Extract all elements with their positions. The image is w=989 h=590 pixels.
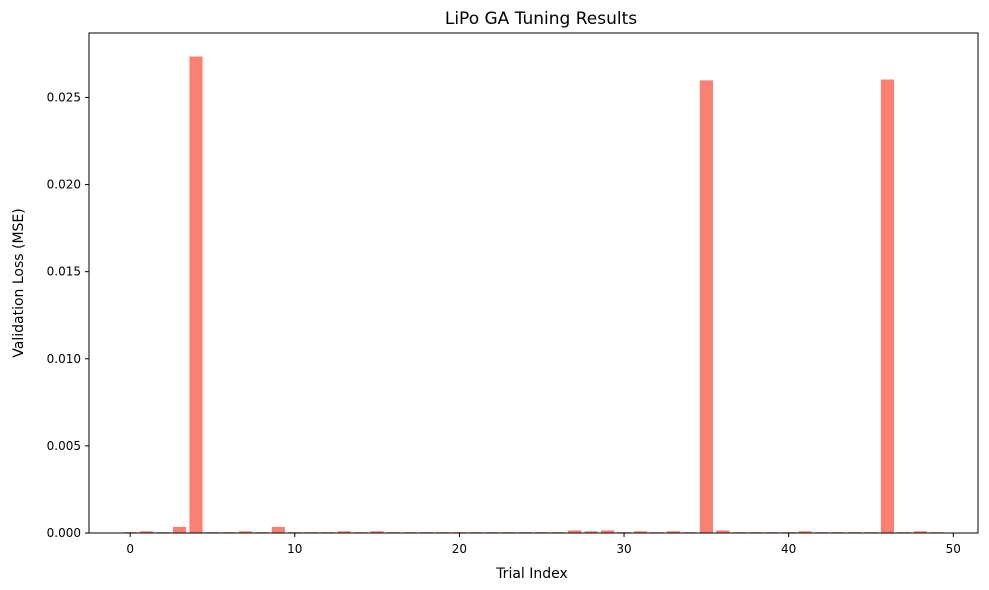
x-tick-label: 30	[616, 542, 631, 556]
bar-trial-36	[716, 530, 730, 533]
bar-trial-27	[568, 530, 582, 533]
bar-trial-33	[666, 531, 681, 533]
y-tick-label: 0.005	[47, 439, 81, 453]
x-axis-ticks: 0 10 20 30 40 50	[126, 533, 961, 556]
y-axis-ticks: 0.000 0.005 0.010 0.015 0.020 0.025	[47, 90, 89, 540]
x-tick-label: 40	[781, 542, 796, 556]
bar-trial-9	[271, 526, 285, 533]
x-tick-label: 20	[452, 542, 467, 556]
bar-trial-7	[238, 531, 252, 533]
bar-trial-13	[337, 531, 351, 533]
y-tick-label: 0.015	[47, 265, 81, 279]
bar-trial-35	[699, 80, 713, 534]
bar-trial-29	[600, 530, 615, 533]
bar-trial-1	[140, 531, 154, 533]
y-tick-label: 0.000	[47, 526, 81, 540]
x-axis-label: Trial Index	[495, 566, 568, 582]
bar-trial-31	[633, 531, 648, 533]
bar-trial-3	[172, 526, 187, 533]
bar-group	[123, 56, 944, 534]
y-tick-label: 0.010	[47, 352, 81, 366]
bar-trial-15	[370, 531, 384, 533]
x-tick-label: 0	[126, 542, 134, 556]
y-tick-label: 0.025	[47, 90, 81, 104]
x-tick-label: 10	[287, 542, 302, 556]
x-tick-label: 50	[946, 542, 961, 556]
bar-trial-46	[880, 79, 895, 533]
bar-trial-28	[584, 531, 598, 533]
bar-trial-48	[913, 531, 927, 533]
y-tick-label: 0.020	[47, 178, 81, 192]
chart-title: LiPo GA Tuning Results	[445, 9, 637, 29]
y-axis-label: Validation Loss (MSE)	[11, 208, 27, 357]
bar-trial-4	[189, 56, 203, 533]
plot-frame	[88, 32, 979, 534]
bar-trial-41	[798, 531, 812, 533]
